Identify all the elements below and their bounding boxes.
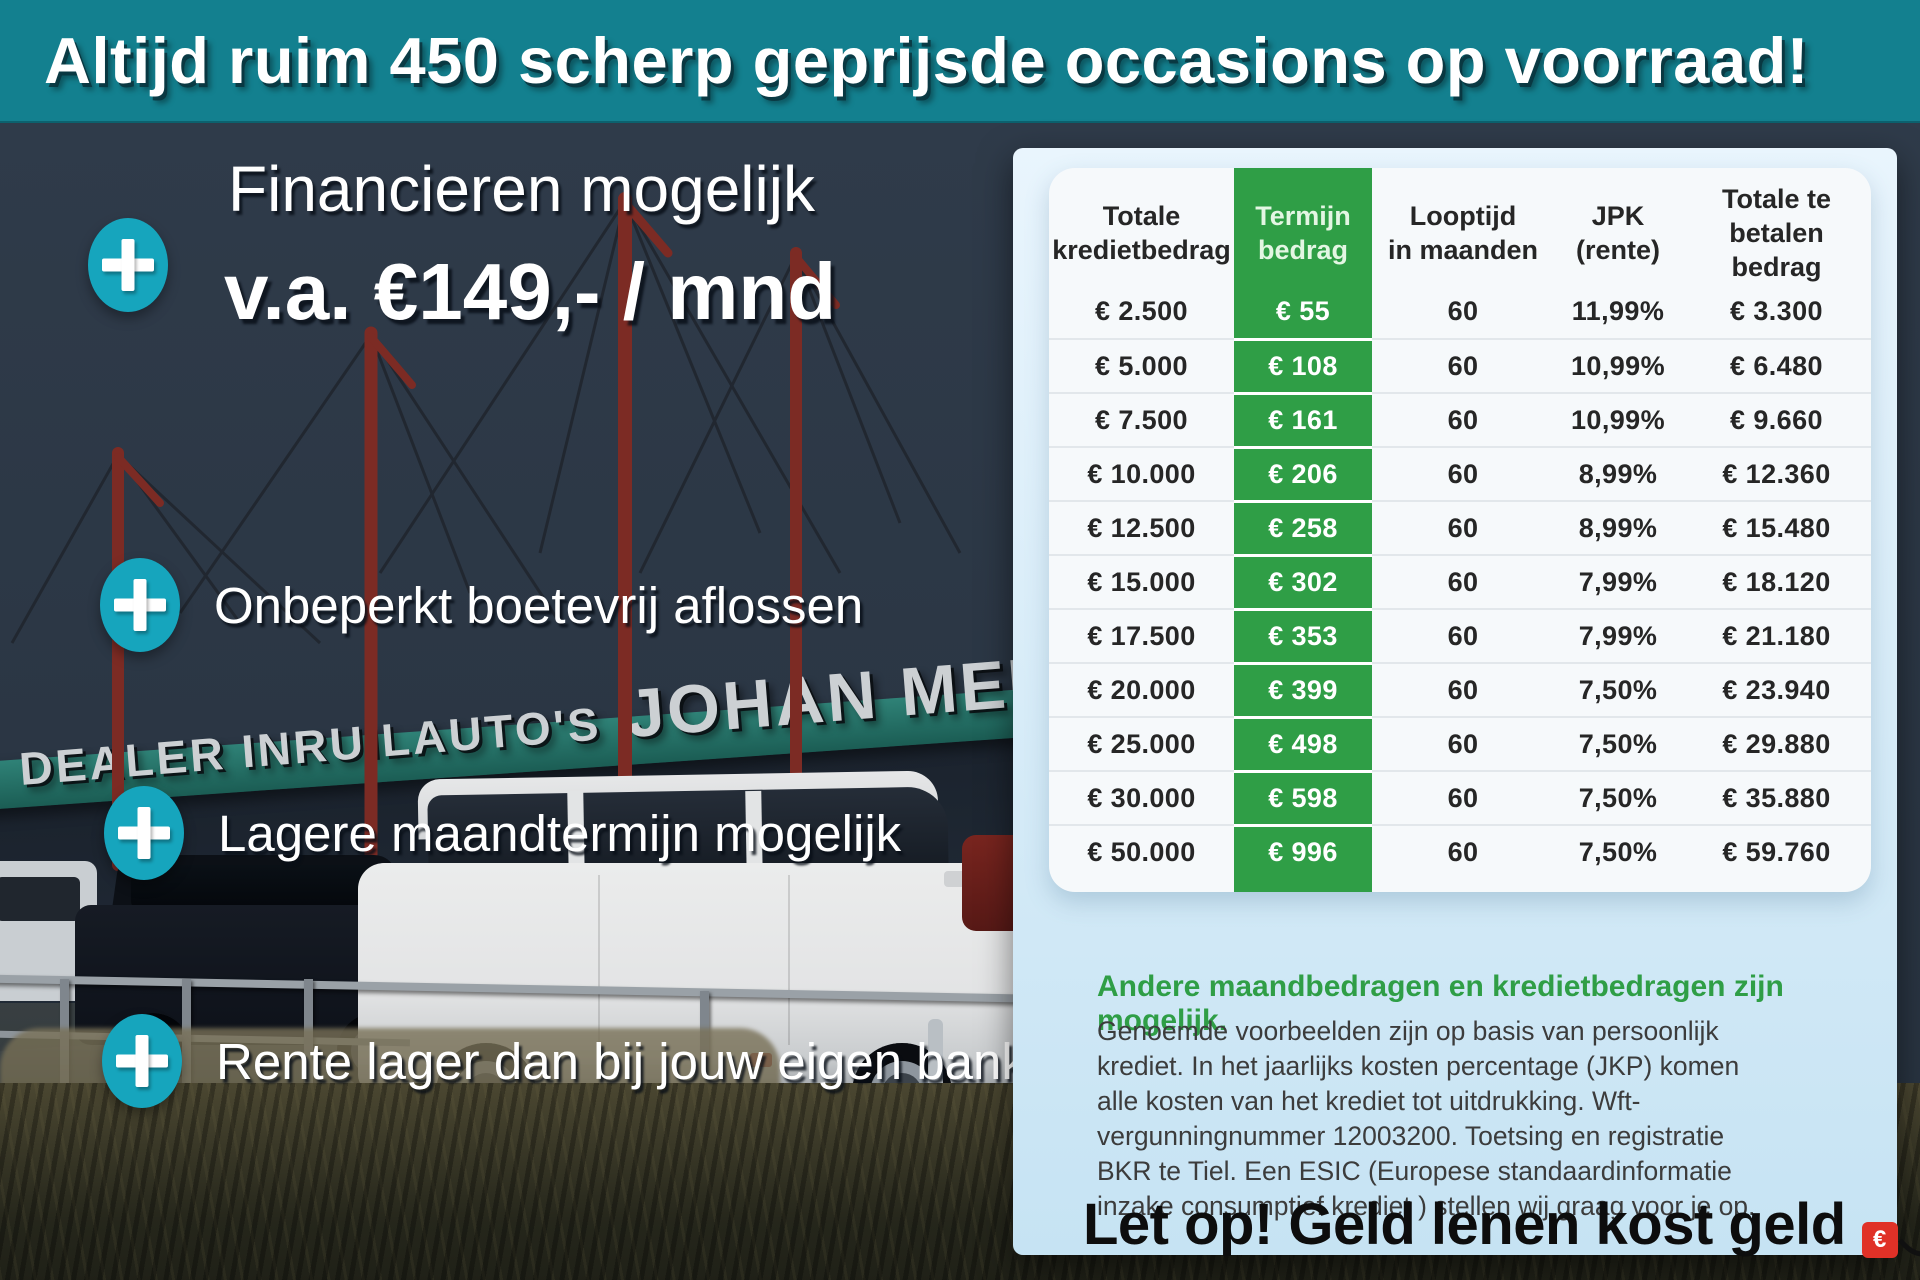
promo-bullet: Onbeperkt boetevrij aflossen: [100, 558, 863, 652]
table-row: € 2.500 € 55 60 11,99% € 3.300: [1049, 284, 1871, 338]
table-cell: 7,50%: [1554, 770, 1682, 824]
column-header: Totale kredietbedrag: [1052, 201, 1231, 265]
table-cell: € 996: [1234, 824, 1372, 878]
table-row: € 50.000 € 996 60 7,50% € 59.760: [1049, 824, 1871, 878]
table-cell: 7,50%: [1554, 662, 1682, 716]
table-cell: 60: [1372, 338, 1554, 392]
table-cell: 60: [1372, 392, 1554, 446]
table-cell: € 161: [1234, 392, 1372, 446]
table-cell: 10,99%: [1554, 392, 1682, 446]
table-cell: € 353: [1234, 608, 1372, 662]
column-header: Looptijd in maanden: [1387, 201, 1539, 265]
table-cell: 7,99%: [1554, 554, 1682, 608]
table-cell: € 598: [1234, 770, 1372, 824]
table-header: Totale kredietbedrag Termijn bedrag Loop…: [1049, 168, 1871, 284]
table-cell: € 30.000: [1049, 770, 1234, 824]
table-cell: 8,99%: [1554, 446, 1682, 500]
table-cell: € 206: [1234, 446, 1372, 500]
credit-disclaimer: Genoemde voorbeelden zijn op basis van p…: [1097, 1016, 1756, 1221]
table-cell: € 6.480: [1682, 338, 1871, 392]
table-cell: 60: [1372, 608, 1554, 662]
table-cell: € 9.660: [1682, 392, 1871, 446]
table-cell: € 3.300: [1730, 295, 1823, 326]
table-rows: € 2.500 € 55 60 11,99% € 3.300 € 5.000 €…: [1049, 284, 1871, 878]
table-cell: 60: [1372, 500, 1554, 554]
table-cell: 7,50%: [1554, 716, 1682, 770]
geld-lenen-kost-geld-icon: €: [1861, 1170, 1920, 1266]
table-cell: 60: [1372, 824, 1554, 878]
top-banner: Altijd ruim 450 scherp geprijsde occasio…: [0, 0, 1920, 123]
promo-bullet: Lagere maandtermijn mogelijk: [104, 786, 901, 880]
table-cell: € 258: [1234, 500, 1372, 554]
euro-weight-icon: €: [1861, 1222, 1898, 1258]
banner-headline: Altijd ruim 450 scherp geprijsde occasio…: [44, 24, 1809, 97]
table-cell: € 7.500: [1049, 392, 1234, 446]
table-cell: € 35.880: [1682, 770, 1871, 824]
table-cell: € 498: [1234, 716, 1372, 770]
table-cell: 60: [1372, 716, 1554, 770]
plus-icon: [102, 1014, 182, 1108]
table-row: € 25.000 € 498 60 7,50% € 29.880: [1049, 716, 1871, 770]
column-header: Termijn bedrag: [1255, 201, 1351, 265]
table-row: € 10.000 € 206 60 8,99% € 12.360: [1049, 446, 1871, 500]
plus-icon: [88, 218, 168, 312]
table-cell: 60: [1372, 446, 1554, 500]
table-cell: € 59.760: [1682, 824, 1871, 878]
table-cell: € 25.000: [1049, 716, 1234, 770]
table-row: € 15.000 € 302 60 7,99% € 18.120: [1049, 554, 1871, 608]
promo-bullet-label: Lagere maandtermijn mogelijk: [218, 804, 902, 862]
table-cell: € 12.500: [1049, 500, 1234, 554]
table-row: € 17.500 € 353 60 7,99% € 21.180: [1049, 608, 1871, 662]
table-cell: 7,50%: [1554, 824, 1682, 878]
promo-bullet: Rente lager dan bij jouw eigen bank: [102, 1014, 1027, 1108]
table-cell: € 2.500: [1095, 295, 1188, 326]
column-header: JPK (rente): [1575, 201, 1660, 265]
table-row: € 7.500 € 161 60 10,99% € 9.660: [1049, 392, 1871, 446]
table-cell: 60: [1447, 295, 1479, 326]
table-cell: € 18.120: [1682, 554, 1871, 608]
promo-bullet-label: Onbeperkt boetevrij aflossen: [214, 576, 864, 634]
table-cell: € 20.000: [1049, 662, 1234, 716]
table-cell: € 15.000: [1049, 554, 1234, 608]
promo-price: v.a. €149,- / mnd: [224, 247, 837, 336]
table-row: € 12.500 € 258 60 8,99% € 15.480: [1049, 500, 1871, 554]
table-cell: 11,99%: [1571, 295, 1665, 326]
table-cell: 60: [1372, 770, 1554, 824]
promo-title: Financieren mogelijk: [228, 153, 815, 225]
other-amounts-note: Andere maandbedragen en kredietbedragen …: [1097, 970, 1784, 1037]
table-cell: € 399: [1234, 662, 1372, 716]
table-cell: € 50.000: [1049, 824, 1234, 878]
table-cell: 60: [1372, 662, 1554, 716]
table-cell: € 15.480: [1682, 500, 1871, 554]
table-cell: € 108: [1234, 338, 1372, 392]
table-cell: € 21.180: [1682, 608, 1871, 662]
plus-icon: [100, 558, 180, 652]
table-cell: 60: [1372, 554, 1554, 608]
finance-panel: Totale kredietbedrag Termijn bedrag Loop…: [1013, 148, 1920, 1258]
table-row: € 20.000 € 399 60 7,50% € 23.940: [1049, 662, 1871, 716]
finance-table: Totale kredietbedrag Termijn bedrag Loop…: [1049, 168, 1871, 892]
warning-banner: Let op! Geld lenen kost geld €: [1083, 1176, 1920, 1272]
plus-icon: [104, 786, 184, 880]
warning-text: Let op! Geld lenen kost geld: [1083, 1191, 1846, 1257]
table-cell: 7,99%: [1554, 608, 1682, 662]
column-header: Totale te betalen bedrag: [1721, 184, 1831, 282]
table-cell: € 17.500: [1049, 608, 1234, 662]
table-cell: 8,99%: [1554, 500, 1682, 554]
table-cell: € 29.880: [1682, 716, 1871, 770]
table-cell: € 55: [1275, 295, 1331, 326]
table-cell: € 10.000: [1049, 446, 1234, 500]
table-row: € 30.000 € 598 60 7,50% € 35.880: [1049, 770, 1871, 824]
table-cell: € 12.360: [1682, 446, 1871, 500]
table-cell: 10,99%: [1554, 338, 1682, 392]
table-row: € 5.000 € 108 60 10,99% € 6.480: [1049, 338, 1871, 392]
promo-header: Financieren mogelijk v.a. €149,- / mnd: [88, 152, 836, 338]
table-cell: € 23.940: [1682, 662, 1871, 716]
table-cell: € 5.000: [1049, 338, 1234, 392]
table-cell: € 302: [1234, 554, 1372, 608]
promo-bullet-label: Rente lager dan bij jouw eigen bank: [216, 1032, 1027, 1090]
